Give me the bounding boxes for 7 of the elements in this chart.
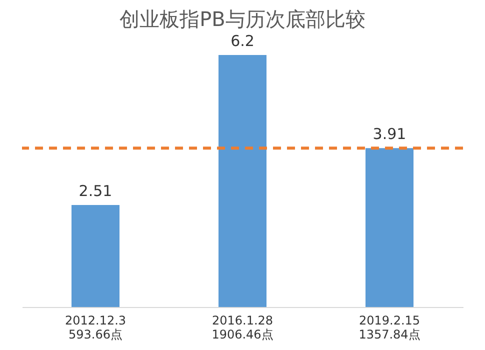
data-label: 6.2 bbox=[230, 32, 254, 50]
x-tick-label: 2012.12.3 593.66点 bbox=[64, 314, 126, 342]
chart-title: 创业板指PB与历次底部比较 bbox=[120, 7, 366, 31]
x-tick-label: 2016.1.28 1906.46点 bbox=[212, 314, 274, 342]
data-label: 3.91 bbox=[372, 125, 406, 144]
x-tick-label: 2019.2.15 1357.84点 bbox=[358, 314, 420, 342]
data-label: 2.51 bbox=[78, 182, 112, 200]
